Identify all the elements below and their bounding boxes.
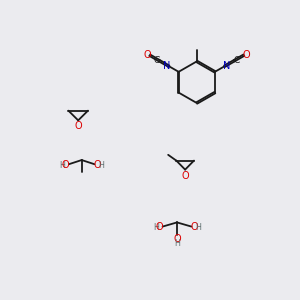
Text: O: O — [181, 171, 189, 181]
Text: H: H — [174, 238, 180, 247]
Text: O: O — [94, 160, 101, 170]
Text: O: O — [74, 122, 82, 131]
Text: C: C — [154, 56, 160, 65]
Text: O: O — [62, 160, 69, 170]
Text: O: O — [173, 234, 181, 244]
Text: H: H — [98, 161, 104, 170]
Text: N: N — [163, 61, 170, 71]
Text: O: O — [191, 222, 199, 232]
Text: H: H — [195, 223, 201, 232]
Text: O: O — [155, 222, 163, 232]
Text: O: O — [143, 50, 151, 60]
Text: O: O — [243, 50, 250, 60]
Text: N: N — [223, 61, 231, 71]
Text: H: H — [153, 223, 159, 232]
Text: H: H — [59, 161, 65, 170]
Text: C: C — [233, 56, 240, 65]
